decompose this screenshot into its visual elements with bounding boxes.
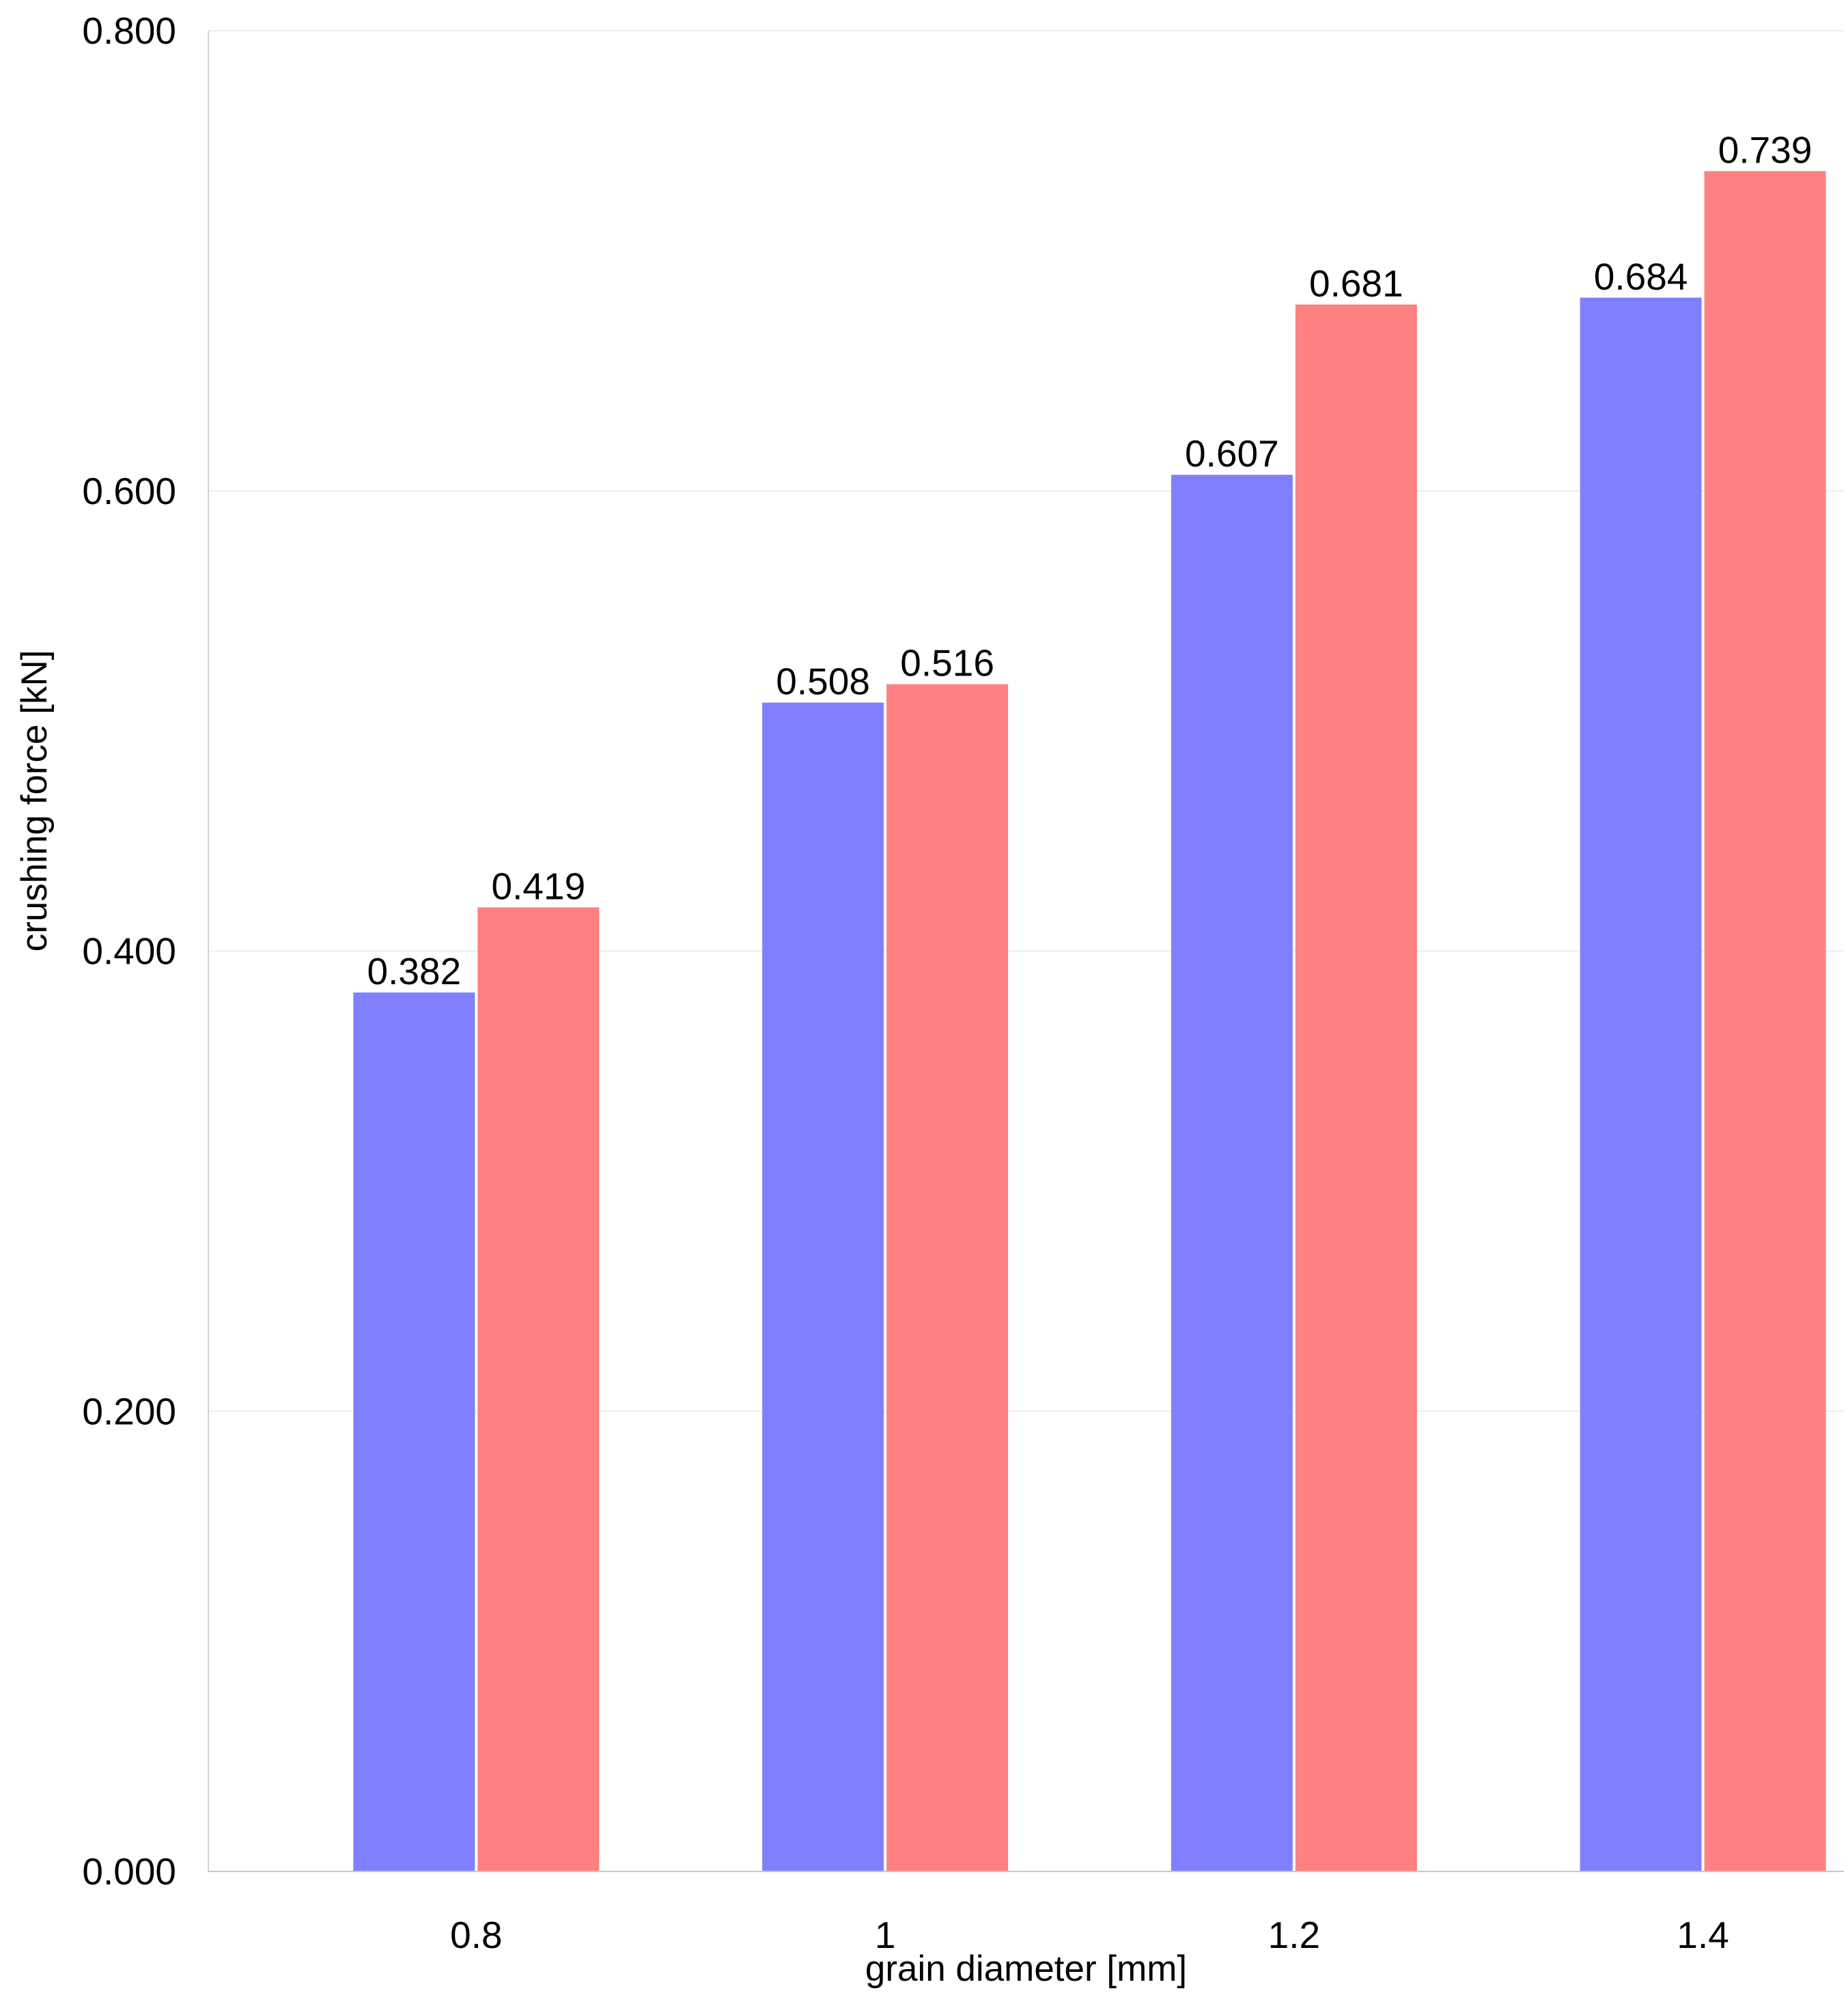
x-tick-label: 1 [875,1914,896,1956]
data-label: 0.508 [776,660,870,703]
x-tick-label: 1.4 [1677,1914,1728,1956]
bar-series-1-1 [762,702,884,1871]
y-tick-label: 0.200 [82,1390,176,1432]
bar-series-2-1.2 [1295,304,1417,1871]
data-label: 0.607 [1185,432,1279,475]
bar-series-2-1.4 [1704,171,1826,1872]
x-axis-title: grain diameter [mm] [865,1949,1187,1989]
data-label: 0.684 [1594,255,1688,298]
y-tick-label: 0.000 [82,1850,176,1893]
x-tick-label: 0.8 [450,1914,502,1956]
data-label: 0.516 [900,642,994,684]
data-labels: 0.382 0.419 0.508 0.516 0.607 0.681 0.684 0.739 [367,128,1812,992]
y-tick-label: 0.400 [82,930,176,973]
bar-series-1-0.8 [353,992,475,1871]
data-label: 0.382 [367,950,462,992]
y-axis-title: crushing force [kN] [14,650,55,952]
data-label: 0.419 [492,865,586,907]
data-label: 0.681 [1309,262,1403,305]
bar-series-2-1 [886,684,1009,1871]
bar-series-1-1.2 [1171,475,1293,1872]
data-label: 0.739 [1718,128,1812,171]
y-tick-label: 0.600 [82,470,176,512]
y-tick-label: 0.800 [82,10,176,52]
bar-series-2-0.8 [477,907,600,1871]
bars [353,171,1826,1872]
axes: 0.000 0.200 0.400 0.600 0.800 0.8 1 1.2 1.4 [82,10,1844,1956]
x-tick-label: 1.2 [1268,1914,1320,1956]
bar-series-1-1.4 [1580,297,1702,1872]
